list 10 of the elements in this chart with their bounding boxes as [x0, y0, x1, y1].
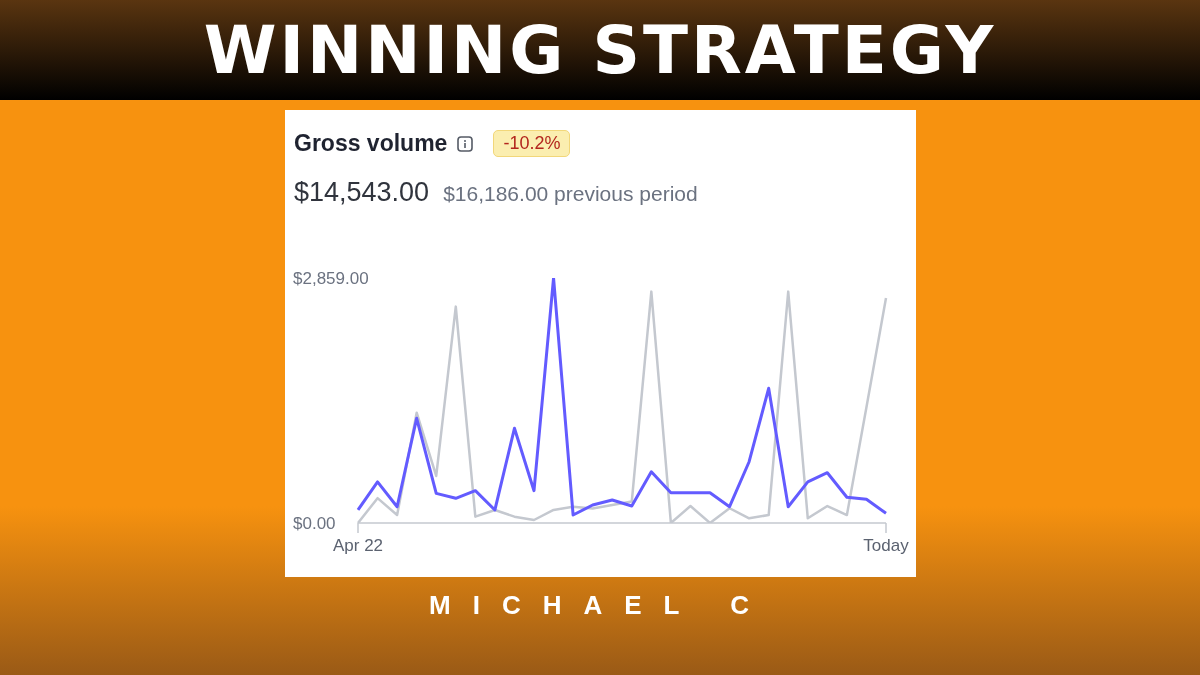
text: MICHAEL C	[429, 590, 771, 620]
text: $16,186.00 previous period	[443, 182, 698, 205]
text: $14,543.00	[294, 177, 430, 207]
y-tick-label: $2,859.00	[293, 269, 369, 288]
chart-title: WINNING STRATEGY	[203, 11, 997, 89]
x-tick-label: Apr 22	[332, 536, 384, 555]
x-tick-label: Today	[863, 536, 910, 555]
y-tick-label: $0.00	[293, 514, 336, 533]
chart-subtitle: Gross volume	[294, 130, 448, 156]
text: -10.2%	[503, 133, 561, 153]
